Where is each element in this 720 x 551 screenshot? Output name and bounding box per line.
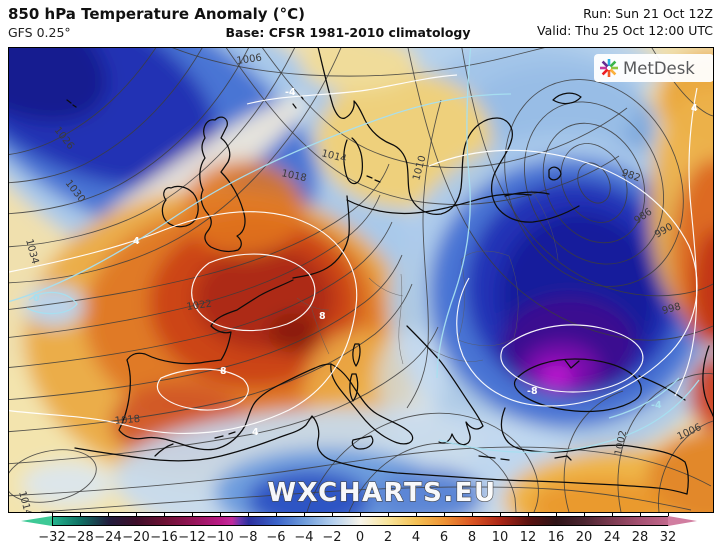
colorbar-tick: 32 (659, 530, 677, 545)
colorbar-tick: 20 (575, 530, 593, 545)
colorbar-tick-marks (52, 513, 669, 516)
brand-name: MetDesk (623, 59, 695, 78)
anomaly-label: -4 (285, 87, 296, 98)
anomaly-contours (9, 48, 700, 453)
colorbar-tick: −20 (122, 530, 150, 545)
colorbar-left-arrow (21, 516, 52, 526)
isobar-label: 1006 (236, 53, 263, 67)
colorbar-tick: −16 (150, 530, 178, 545)
anomaly-shading (9, 48, 713, 512)
colorbar-tick: 2 (383, 530, 393, 545)
watermark: WXCHARTS.EU (267, 478, 496, 508)
colorbar-tick: 12 (519, 530, 537, 545)
isobar-label: 1014 (16, 490, 33, 512)
colorbar-tick: −2 (322, 530, 342, 545)
colorbar-tick: −8 (238, 530, 258, 545)
anomaly-label: -4 (651, 400, 662, 411)
run-time-label: Run: Sun 21 Oct 12Z (583, 6, 713, 21)
isobar-contours (9, 48, 713, 512)
coastlines (66, 48, 713, 495)
colorbar-tick: 8 (467, 530, 477, 545)
anomaly-label: 8 (220, 366, 227, 377)
colorbar-tick: −4 (294, 530, 314, 545)
anomaly-label: 4 (252, 427, 259, 438)
colorbar-tick: 6 (439, 530, 449, 545)
colorbar-right-arrow (668, 516, 697, 526)
colorbar-tick: −6 (266, 530, 286, 545)
climatology-base-label: Base: CFSR 1981-2010 climatology (225, 25, 471, 40)
isobar-label: 1002 (613, 429, 629, 456)
isobar-label: 1022 (186, 299, 213, 313)
colorbar-tick: −32 (38, 530, 66, 545)
map-canvas: 1026 1030 1034 1022 1018 1014 1006 1014 … (8, 47, 714, 513)
colorbar-tick: −24 (94, 530, 122, 545)
colorbar-tick: 24 (603, 530, 621, 545)
anomaly-label: -8 (527, 386, 538, 397)
metdesk-star-icon (600, 59, 618, 77)
colorbar-tick: −10 (206, 530, 234, 545)
colorbar-tick: 4 (411, 530, 421, 545)
colorbar-tick: 28 (631, 530, 649, 545)
model-label: GFS 0.25° (8, 25, 71, 40)
isobar-label: 1018 (280, 168, 307, 184)
colorbar-legend: −32 −28 −24 −20 −16 −12 −10 −8 −6 −4 −2 … (0, 513, 720, 551)
valid-time-label: Valid: Thu 25 Oct 12:00 UTC (536, 23, 713, 38)
metdesk-logo: MetDesk (594, 54, 713, 82)
anomaly-label: 4 (691, 103, 698, 114)
colorbar-tick: −28 (66, 530, 94, 545)
colorbar-tick: 10 (491, 530, 509, 545)
logo-background (594, 54, 713, 82)
colorbar-tick: 16 (547, 530, 565, 545)
colorbar-gradient (52, 516, 669, 526)
page-title: 850 hPa Temperature Anomaly (°C) (8, 5, 305, 23)
anomaly-label: 0 (33, 293, 40, 304)
colorbar-tick: −12 (178, 530, 206, 545)
anomaly-label: 4 (133, 236, 140, 247)
colorbar-tick: 0 (355, 530, 365, 545)
anomaly-label: 8 (319, 311, 326, 322)
anomaly-contour-labels: 4 8 8 4 -4 -8 0 -4 4 (33, 87, 698, 438)
isobar-label: 998 (661, 301, 682, 317)
isobar-label: 1018 (114, 414, 140, 427)
